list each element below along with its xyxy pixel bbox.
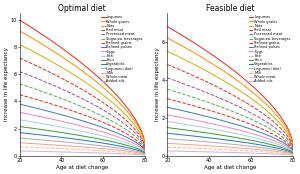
Y-axis label: Increase in life expectancy: Increase in life expectancy	[155, 48, 160, 121]
Legend: Legumes, Whole grains, Nuts, Red meat, Processed meat, Sugar-sw. beverages, Refi: Legumes, Whole grains, Nuts, Red meat, P…	[249, 15, 291, 84]
Legend: Legumes, Whole grains, Nuts, Red meat, Processed meat, Sugar-sw. beverages, Refi: Legumes, Whole grains, Nuts, Red meat, P…	[101, 15, 143, 84]
X-axis label: Age at diet change: Age at diet change	[56, 165, 109, 170]
X-axis label: Age at diet change: Age at diet change	[204, 165, 256, 170]
Y-axis label: Increase in life expectancy: Increase in life expectancy	[4, 48, 9, 121]
Title: Feasible diet: Feasible diet	[206, 4, 254, 13]
Title: Optimal diet: Optimal diet	[58, 4, 106, 13]
